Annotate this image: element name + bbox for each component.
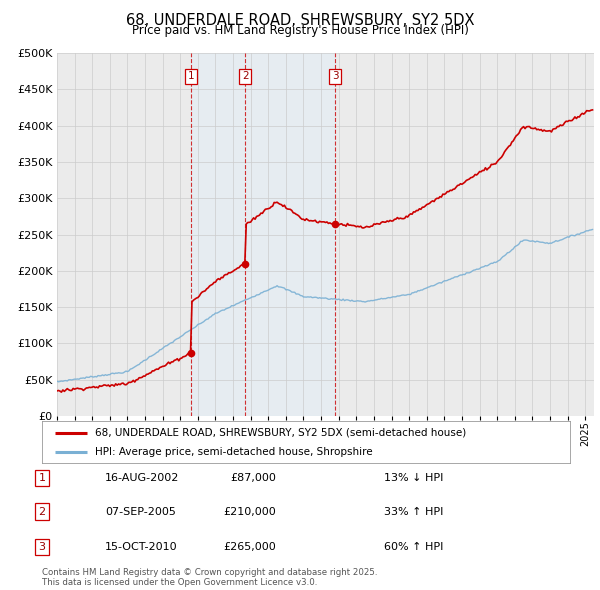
Text: 68, UNDERDALE ROAD, SHREWSBURY, SY2 5DX (semi-detached house): 68, UNDERDALE ROAD, SHREWSBURY, SY2 5DX … (95, 428, 466, 438)
Text: 1: 1 (38, 473, 46, 483)
Text: 60% ↑ HPI: 60% ↑ HPI (384, 542, 443, 552)
Text: 13% ↓ HPI: 13% ↓ HPI (384, 473, 443, 483)
Bar (191, 53, 335, 416)
Text: 3: 3 (38, 542, 46, 552)
Text: Contains HM Land Registry data © Crown copyright and database right 2025.: Contains HM Land Registry data © Crown c… (42, 568, 377, 576)
Text: Price paid vs. HM Land Registry's House Price Index (HPI): Price paid vs. HM Land Registry's House … (131, 24, 469, 37)
Text: £87,000: £87,000 (230, 473, 276, 483)
Text: 3: 3 (332, 71, 338, 81)
Text: 07-SEP-2005: 07-SEP-2005 (105, 507, 176, 516)
Text: 33% ↑ HPI: 33% ↑ HPI (384, 507, 443, 516)
Text: 68, UNDERDALE ROAD, SHREWSBURY, SY2 5DX: 68, UNDERDALE ROAD, SHREWSBURY, SY2 5DX (126, 13, 474, 28)
Text: HPI: Average price, semi-detached house, Shropshire: HPI: Average price, semi-detached house,… (95, 447, 373, 457)
Text: £265,000: £265,000 (223, 542, 276, 552)
Text: 2: 2 (38, 507, 46, 516)
Text: £210,000: £210,000 (223, 507, 276, 516)
Text: 16-AUG-2002: 16-AUG-2002 (105, 473, 179, 483)
Text: This data is licensed under the Open Government Licence v3.0.: This data is licensed under the Open Gov… (42, 578, 317, 587)
Text: 15-OCT-2010: 15-OCT-2010 (105, 542, 178, 552)
Text: 1: 1 (188, 71, 194, 81)
Text: 2: 2 (242, 71, 248, 81)
